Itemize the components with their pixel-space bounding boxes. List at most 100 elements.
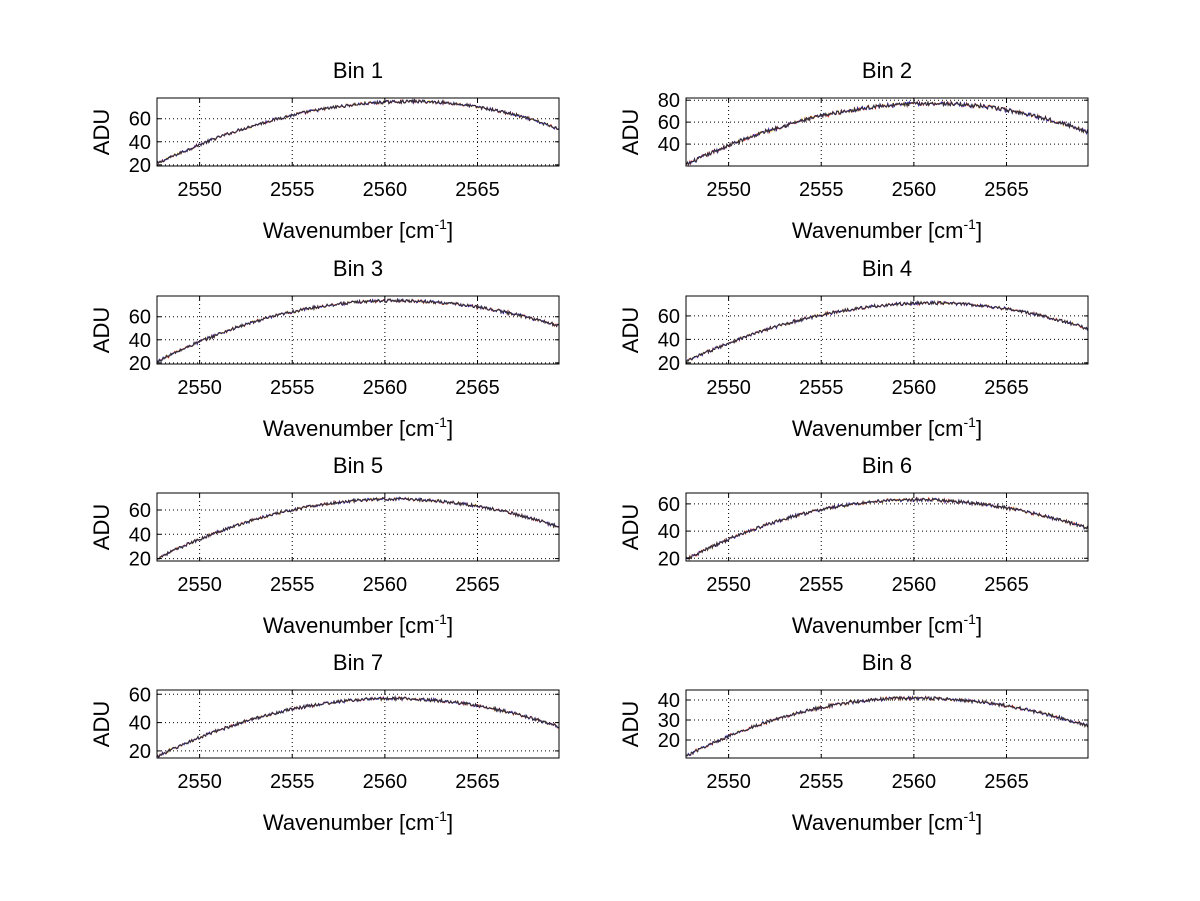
x-axis-label-sup: -1 (435, 808, 448, 824)
axes-box (685, 492, 1089, 562)
x-tick-label: 2555 (270, 377, 315, 399)
x-axis-label-end: ] (976, 218, 982, 243)
x-tick-label: 2560 (892, 574, 937, 596)
x-axis-label-end: ] (447, 416, 453, 441)
x-axis-label-main: Wavenumber [cm (792, 218, 964, 243)
axes-box (685, 295, 1089, 365)
x-axis-label-sup: -1 (964, 216, 977, 232)
x-tick-label: 2565 (984, 771, 1029, 793)
subplot-title: Bin 5 (333, 453, 383, 478)
y-tick-label: 60 (658, 112, 680, 134)
x-tick-label: 2565 (455, 771, 500, 793)
y-tick-label: 20 (129, 741, 151, 763)
x-tick-label: 2560 (363, 574, 408, 596)
axes-box (156, 97, 560, 167)
subplot-title: Bin 1 (333, 58, 383, 83)
x-axis-label-main: Wavenumber [cm (792, 416, 964, 441)
x-tick-label: 2550 (177, 574, 222, 596)
series-line-4 (686, 100, 1088, 166)
x-axis-label-sup: -1 (435, 611, 448, 627)
x-tick-label: 2550 (177, 179, 222, 201)
y-axis-label: ADU (618, 109, 643, 155)
x-axis-label-sup: -1 (964, 808, 977, 824)
x-tick-label: 2560 (892, 179, 937, 201)
x-tick-label: 2550 (706, 179, 751, 201)
x-axis-label: Wavenumber [cm-1] (792, 414, 982, 441)
y-axis-label: ADU (618, 504, 643, 550)
y-tick-label: 20 (658, 353, 680, 375)
y-tick-label: 40 (658, 521, 680, 543)
x-axis-label-end: ] (447, 613, 453, 638)
x-axis-label-end: ] (976, 416, 982, 441)
subplot-title: Bin 3 (333, 256, 383, 281)
series-line-4 (686, 300, 1088, 363)
x-tick-label: 2565 (984, 574, 1029, 596)
axes-box (156, 295, 560, 365)
subplot-bin-7: 2550 2555 2560 2565 20 40 60 Bin 7 Wavenumber [c… (89, 650, 560, 835)
series-line-4 (157, 695, 559, 758)
x-tick-label: 2550 (706, 574, 751, 596)
y-tick-label: 40 (129, 132, 151, 154)
series-group (157, 297, 559, 363)
x-tick-label: 2565 (455, 574, 500, 596)
subplot-title: Bin 8 (862, 650, 912, 675)
y-tick-label: 60 (129, 684, 151, 706)
x-axis-label: Wavenumber [cm-1] (263, 808, 453, 835)
x-tick-label: 2565 (455, 377, 500, 399)
x-axis-label-main: Wavenumber [cm (792, 613, 964, 638)
x-tick-label: 2560 (363, 771, 408, 793)
series-group (157, 98, 559, 165)
y-axis-label: ADU (89, 701, 114, 747)
x-axis-label-end: ] (976, 810, 982, 835)
axes-box (156, 492, 560, 562)
x-axis-label-end: ] (447, 810, 453, 835)
series-group (686, 496, 1088, 561)
y-axis-label: ADU (618, 307, 643, 353)
x-tick-label: 2565 (455, 179, 500, 201)
x-axis-label: Wavenumber [cm-1] (263, 216, 453, 243)
y-tick-label: 60 (129, 500, 151, 522)
y-tick-label: 40 (658, 690, 680, 712)
subplot-bin-6: 2550 2555 2560 2565 20 40 60 Bin 6 Wavenumber [c… (618, 453, 1089, 638)
y-tick-label: 60 (129, 307, 151, 329)
y-axis-label: ADU (618, 701, 643, 747)
series-group (686, 695, 1088, 757)
x-tick-label: 2550 (706, 377, 751, 399)
axes-box (685, 97, 1089, 167)
x-tick-label: 2555 (799, 574, 844, 596)
x-axis-label-sup: -1 (435, 216, 448, 232)
x-axis-label-main: Wavenumber [cm (263, 613, 435, 638)
y-tick-label: 20 (129, 155, 151, 177)
y-tick-label: 40 (129, 713, 151, 735)
y-tick-label: 40 (129, 330, 151, 352)
x-axis-label: Wavenumber [cm-1] (263, 611, 453, 638)
subplot-title: Bin 7 (333, 650, 383, 675)
x-axis-label-main: Wavenumber [cm (263, 416, 435, 441)
y-tick-label: 30 (658, 710, 680, 732)
axes-box (156, 689, 560, 759)
x-tick-label: 2555 (270, 179, 315, 201)
series-line-4 (157, 297, 559, 363)
x-tick-label: 2560 (892, 771, 937, 793)
y-tick-label: 40 (658, 134, 680, 156)
y-tick-label: 20 (129, 353, 151, 375)
series-group (686, 299, 1088, 363)
x-axis-label-sup: -1 (435, 414, 448, 430)
y-tick-label: 40 (129, 524, 151, 546)
y-tick-label: 20 (658, 730, 680, 752)
x-tick-label: 2550 (177, 771, 222, 793)
subplot-title: Bin 4 (862, 256, 912, 281)
series-line-4 (157, 98, 559, 164)
x-tick-label: 2555 (799, 377, 844, 399)
x-tick-label: 2560 (363, 377, 408, 399)
x-axis-label-main: Wavenumber [cm (792, 810, 964, 835)
x-tick-label: 2555 (799, 179, 844, 201)
x-axis-label-sup: -1 (964, 611, 977, 627)
x-tick-label: 2555 (799, 771, 844, 793)
